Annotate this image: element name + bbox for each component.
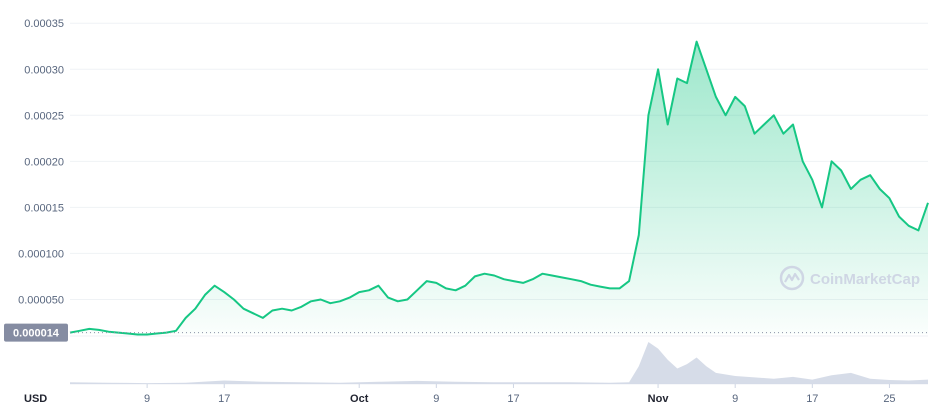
x-tick-label: 17 (806, 393, 818, 405)
y-tick-label: 0.00015 (24, 202, 64, 214)
x-axis: 9 17 Oct 9 17 Nov 9 17 25 (144, 384, 896, 405)
y-tick-label: 0.00020 (24, 156, 64, 168)
y-tick-label: 0.000100 (18, 248, 64, 260)
x-tick-label: 25 (883, 393, 895, 405)
volume-area (70, 342, 928, 384)
x-tick-label: 17 (507, 393, 519, 405)
y-tick-label: 0.00035 (24, 18, 64, 30)
current-price-label: 0.000014 (13, 328, 60, 340)
x-tick-label: Oct (350, 393, 369, 405)
price-area (69, 40, 929, 336)
y-tick-label: 0.00030 (24, 64, 64, 76)
x-tick-label: 17 (218, 393, 230, 405)
y-axis: 0.000050 0.000100 0.00015 0.00020 0.00025 0.0… (18, 18, 64, 306)
x-tick-label: 9 (732, 393, 738, 405)
currency-label: USD (24, 393, 47, 405)
current-price-tag: 0.000014 (4, 323, 68, 342)
watermark-text: CoinMarketCap (810, 271, 920, 288)
x-tick-label: Nov (648, 393, 670, 405)
y-tick-label: 0.000050 (18, 294, 64, 306)
watermark: CoinMarketCap (779, 265, 920, 291)
coinmarketcap-logo-icon (779, 265, 805, 291)
price-line (69, 40, 929, 336)
x-tick-label: 9 (433, 393, 439, 405)
x-tick-label: 9 (144, 393, 150, 405)
current-price-tag-bg (4, 323, 68, 342)
y-tick-label: 0.00025 (24, 110, 64, 122)
coinmarketcap-logo-mark (784, 272, 800, 283)
volume-bars (70, 342, 928, 384)
price-area-fill (70, 41, 928, 335)
